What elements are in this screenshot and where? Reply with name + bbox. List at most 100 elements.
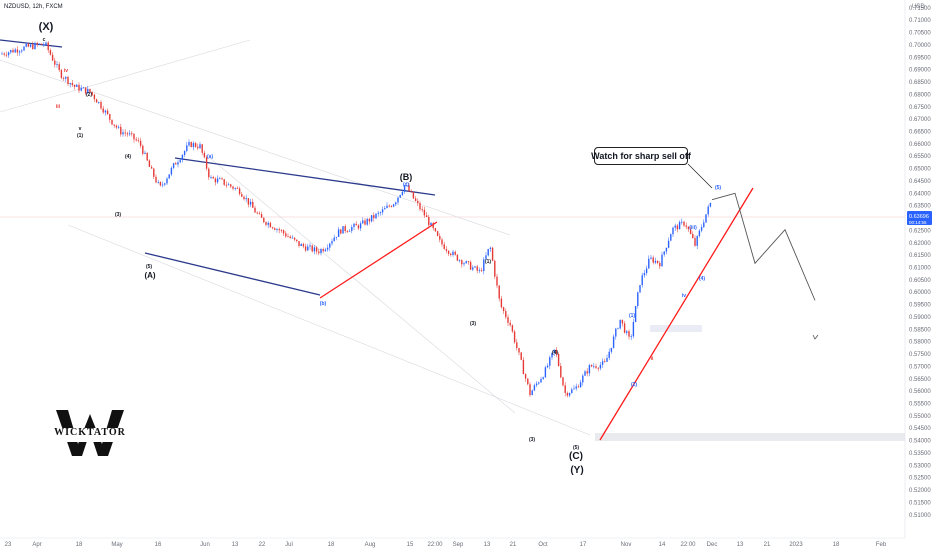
candle <box>672 226 674 237</box>
candle-body <box>157 181 159 183</box>
y-tick-label: 0.56000 <box>909 389 931 395</box>
candle-body <box>335 236 338 238</box>
candle <box>43 42 45 47</box>
candle-body <box>309 245 311 247</box>
candle-body <box>25 44 27 47</box>
candle <box>254 205 256 213</box>
candle-body <box>443 244 445 250</box>
candle <box>194 141 197 148</box>
candle-body <box>142 145 144 154</box>
candle-body <box>381 209 384 213</box>
candle-body <box>227 184 230 186</box>
candle-body <box>392 204 395 207</box>
candle-body <box>439 235 441 240</box>
candle <box>243 195 245 201</box>
candle-body <box>533 385 536 391</box>
candle-body <box>188 142 190 146</box>
candle <box>645 265 648 276</box>
candle-body <box>388 205 390 207</box>
candle <box>610 347 613 354</box>
candle-body <box>414 198 417 201</box>
wave-label: (4) <box>125 154 131 160</box>
candle <box>478 267 481 274</box>
candle-body <box>269 222 272 228</box>
candle <box>509 319 511 327</box>
candle-body <box>575 386 577 389</box>
candle-body <box>698 230 701 236</box>
candle-body <box>696 235 698 246</box>
candle <box>364 218 366 226</box>
candle-body <box>516 342 518 348</box>
candle <box>474 265 476 269</box>
candle <box>685 222 687 230</box>
candle <box>117 125 120 129</box>
candle-body <box>645 268 648 274</box>
candle <box>282 229 285 237</box>
candle-body <box>520 352 522 360</box>
candle-body <box>245 198 247 200</box>
candle-body <box>304 246 307 251</box>
candle <box>335 236 338 241</box>
candle-body <box>467 261 470 262</box>
x-tick-label: 14 <box>659 542 666 548</box>
candle-body <box>219 178 221 180</box>
candle <box>628 329 630 340</box>
candle <box>641 272 643 288</box>
candle <box>606 354 608 362</box>
candle <box>137 137 140 143</box>
candle-body <box>502 307 505 312</box>
x-tick-label: 13 <box>737 542 744 548</box>
candle-body <box>463 263 465 265</box>
candle <box>296 239 298 243</box>
candle <box>575 383 577 391</box>
candle <box>494 259 496 279</box>
candle-body <box>348 230 351 232</box>
candle-body <box>285 233 287 237</box>
candle <box>458 259 461 263</box>
candle <box>650 255 652 260</box>
candle <box>604 358 606 363</box>
candle-body <box>524 374 527 379</box>
y-tick-label: 0.70000 <box>909 43 931 49</box>
candle <box>370 215 373 223</box>
candle <box>287 233 289 238</box>
candle-body <box>582 375 584 383</box>
candle-body <box>296 239 298 242</box>
wave-label: iv <box>682 293 686 299</box>
candle <box>546 363 549 369</box>
wave-label: (iii) <box>689 225 697 231</box>
candle <box>663 250 665 257</box>
callout-pointer <box>687 163 713 189</box>
candle <box>615 327 617 340</box>
candle-body <box>133 133 135 140</box>
candle-body <box>208 168 210 178</box>
candle-body <box>584 371 586 376</box>
candle <box>5 51 8 58</box>
candle-body <box>40 43 43 45</box>
candle-body <box>254 207 256 213</box>
candle <box>359 221 362 232</box>
candle <box>142 144 144 156</box>
candle <box>276 228 278 233</box>
candle <box>432 221 434 231</box>
candle <box>106 108 109 115</box>
y-tick-label: 0.66000 <box>909 142 931 148</box>
candle-body <box>109 114 111 120</box>
candle-body <box>212 177 214 179</box>
candle-body <box>707 206 709 215</box>
candle <box>599 362 602 371</box>
candle <box>538 381 540 385</box>
candle <box>342 226 344 234</box>
candle-body <box>192 143 195 148</box>
candle-body <box>56 64 58 65</box>
candle-body <box>91 91 93 95</box>
y-tick-label: 0.55000 <box>909 414 931 420</box>
candle <box>661 251 663 267</box>
candle-body <box>615 328 617 337</box>
candle-body <box>595 366 597 368</box>
candle <box>346 230 349 233</box>
candle <box>16 46 19 56</box>
candle <box>357 224 360 231</box>
candle <box>320 247 322 256</box>
